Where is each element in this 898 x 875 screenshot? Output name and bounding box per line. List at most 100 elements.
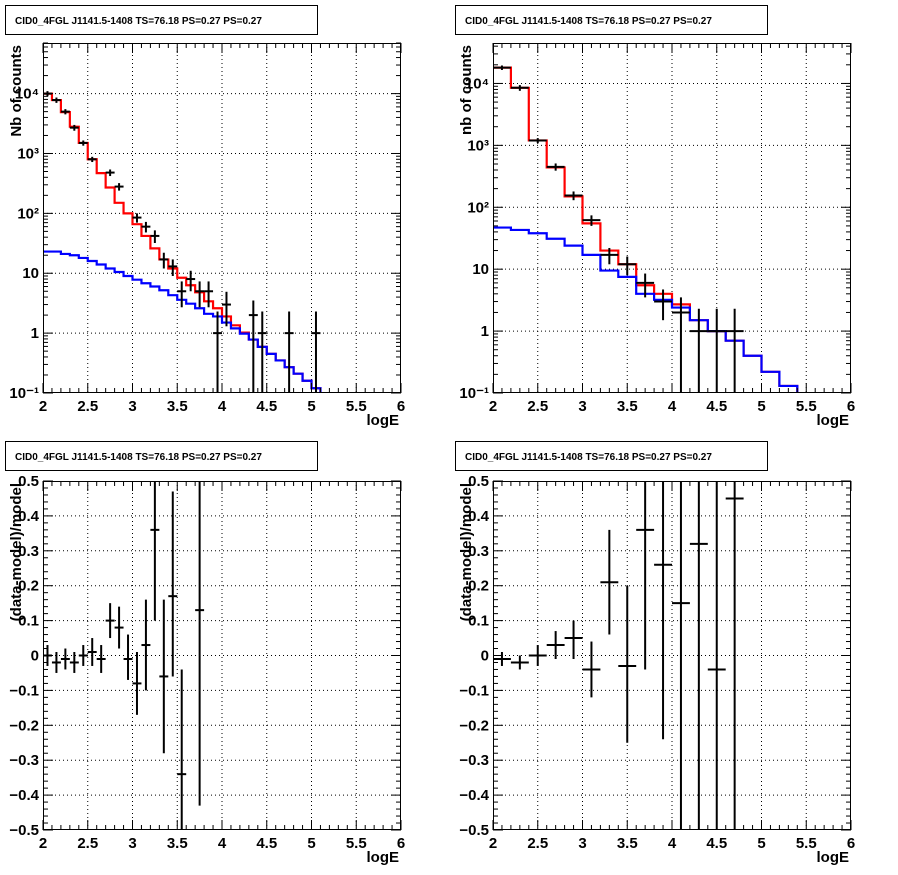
y-tick-label: 0.4 [468, 508, 490, 525]
y-tick-label: 0.4 [18, 508, 40, 525]
x-axis-title: logE [367, 412, 400, 429]
y-axis-title: (data-model)/model [8, 483, 25, 621]
y-tick-label: 0.1 [468, 613, 489, 630]
plot-area [493, 43, 851, 393]
y-tick-label: 0.2 [468, 578, 489, 595]
y-axis-title: (data-model)/model [458, 483, 475, 621]
y-tick-label: 1 [31, 325, 39, 342]
data-point [159, 252, 169, 269]
data-point [311, 311, 321, 393]
data-point [582, 641, 601, 698]
x-tick-label: 3.5 [167, 398, 188, 415]
data-point [510, 655, 529, 670]
data-point [78, 140, 88, 146]
x-tick-label: 2.5 [77, 835, 98, 852]
plot-area [43, 43, 401, 393]
chart-title-frame [455, 441, 768, 471]
y-tick-label: 0.3 [18, 543, 39, 560]
data-point [493, 65, 511, 70]
x-tick-label: 4 [668, 398, 677, 415]
data-point [195, 281, 205, 308]
y-tick-label: 10 [472, 261, 489, 278]
data-point [51, 97, 61, 103]
chart-panel-tl: CID0_4FGL J1141.5-1408 TS=76.18 PS=0.27 … [5, 5, 405, 429]
data-point [114, 606, 124, 649]
y-tick-label: 10⁻¹ [459, 385, 489, 402]
chart-title-box: CID0_4FGL J1141.5-1408 TS=76.18 PS=0.27 … [455, 441, 768, 471]
data-point [725, 308, 744, 393]
x-tick-label: 5.5 [796, 398, 817, 415]
y-tick-label: 10² [17, 205, 39, 222]
chart-panel-bl: CID0_4FGL J1141.5-1408 TS=76.18 PS=0.27 … [5, 441, 405, 866]
data-point [105, 603, 115, 639]
x-tick-label: 3.5 [617, 835, 638, 852]
x-tick-label: 6 [847, 835, 855, 852]
series-group [43, 91, 322, 393]
x-tick-label: 4 [218, 835, 227, 852]
data-point [546, 163, 565, 171]
data-point [528, 645, 547, 666]
y-axis-title: nb of counts [458, 45, 475, 135]
data-point [528, 138, 547, 144]
data-point [707, 308, 726, 393]
data-point [689, 308, 708, 393]
x-tick-label: 2.5 [527, 398, 548, 415]
y-tick-label: 0.3 [468, 543, 489, 560]
y-tick-label: 0.5 [468, 473, 489, 490]
x-tick-label: 5 [307, 398, 315, 415]
x-tick-label: 5 [757, 398, 765, 415]
y-axis: −0.5 −0.4 −0.3 −0.2 −0.1 0 0.1 0.2 0.3 0.4 0.5(dat… [8, 473, 401, 839]
x-axis-title: logE [817, 849, 850, 866]
x-tick-label: 2.5 [77, 398, 98, 415]
y-tick-label: −0.3 [459, 752, 489, 769]
data-point [618, 585, 637, 743]
data-point [546, 631, 565, 659]
x-tick-label: 5.5 [346, 398, 367, 415]
chart-title-box: CID0_4FGL J1141.5-1408 TS=76.18 PS=0.27 … [5, 441, 318, 471]
chart-title-frame [5, 441, 318, 471]
data-point [51, 652, 61, 673]
data-point [204, 281, 214, 308]
x-axis-title: logE [367, 849, 400, 866]
y-tick-label: −0.4 [9, 787, 39, 804]
x-tick-label: 3 [128, 398, 136, 415]
data-point [564, 620, 583, 659]
data-point [600, 247, 619, 265]
data-point [141, 599, 151, 691]
data-point [105, 169, 115, 177]
y-tick-label: −0.2 [459, 717, 489, 734]
y-tick-label: −0.1 [9, 682, 39, 699]
chart-title: CID0_4FGL J1141.5-1408 TS=76.18 PS=0.27 … [15, 16, 262, 27]
data-point [672, 297, 690, 393]
data-point [132, 652, 142, 715]
x-tick-label: 3 [578, 835, 586, 852]
data-point [582, 215, 601, 226]
y-tick-label: 10⁴ [465, 75, 489, 92]
x-tick-label: 6 [397, 398, 405, 415]
x-tick-label: 4.5 [256, 835, 277, 852]
chart-title-frame [5, 5, 318, 35]
chart-title-frame [455, 5, 768, 35]
data-point [69, 124, 79, 131]
x-tick-label: 4 [218, 398, 227, 415]
plot-area [493, 481, 851, 830]
x-tick-label: 3.5 [167, 835, 188, 852]
data-point [168, 259, 178, 276]
x-tick-label: 5.5 [346, 835, 367, 852]
x-tick-label: 3.5 [617, 398, 638, 415]
y-axis: −0.5 −0.4 −0.3 −0.2 −0.1 0 0.1 0.2 0.3 0.4 0.5(dat… [458, 473, 851, 839]
series-group [493, 481, 744, 830]
data-point [60, 109, 70, 115]
y-tick-label: 0.2 [18, 578, 39, 595]
data-point [78, 645, 88, 666]
chart-title: CID0_4FGL J1141.5-1408 TS=76.18 PS=0.27 … [465, 452, 712, 463]
data-point [159, 599, 169, 754]
data-point [60, 648, 70, 670]
y-tick-label: 0.1 [18, 613, 39, 630]
x-tick-label: 2 [489, 835, 497, 852]
data-point [87, 156, 97, 163]
